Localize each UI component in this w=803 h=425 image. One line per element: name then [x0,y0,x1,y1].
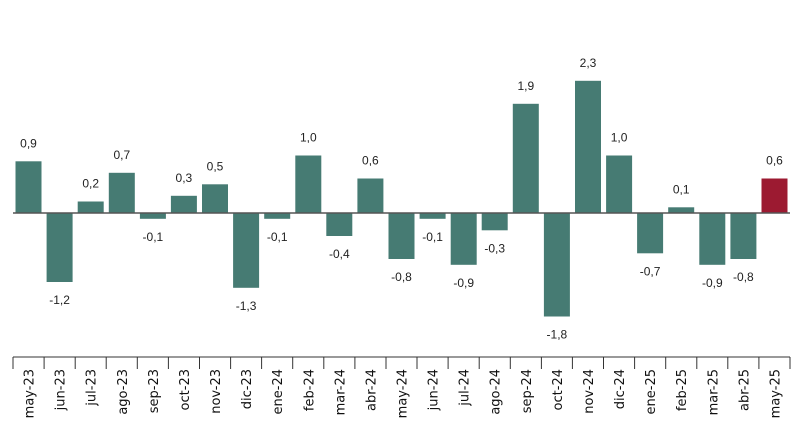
value-label-oct-24: -1,8 [547,328,568,342]
value-label-oct-23: 0,3 [176,171,193,185]
value-label-jul-23: 0,2 [82,177,99,191]
value-label-mar-24: -0,4 [329,247,350,261]
tick-label-ene-25: ene-25 [644,369,659,414]
bar-jul-24 [450,213,477,265]
value-label-may-25: 0,6 [766,154,783,168]
bar-feb-25 [668,207,695,214]
value-labels-group: 0,9 -1,2 0,2 0,7 -0,1 0,3 0,5 -1,3 -0,1 1,0 -0,4 0,… [20,56,783,342]
bar-ene-25 [637,213,664,254]
bar-sep-23 [139,213,166,219]
bar-jul-23 [77,201,104,213]
x-axis-tick-labels-group: may-23 jun-23 jul-23 ago-23 sep-23 oct-23 nov-… [23,369,784,418]
tick-label-abr-25: abr-25 [737,369,752,411]
bar-jun-24 [419,213,446,219]
bar-may-24 [388,213,415,259]
tick-label-sep-24: sep-24 [520,369,535,413]
bar-feb-24 [295,155,322,213]
bar-oct-23 [170,195,197,214]
tick-label-nov-23: nov-23 [209,369,224,414]
value-label-may-24: -0,8 [391,270,412,284]
value-label-dic-23: -1,3 [236,299,257,313]
value-label-abr-24: 0,6 [362,154,379,168]
value-label-sep-23: -0,1 [143,230,164,244]
tick-label-ene-24: ene-24 [271,369,286,414]
bar-nov-24 [575,80,601,214]
tick-label-ago-24: ago-24 [489,369,504,415]
value-label-jun-24: -0,1 [422,230,443,244]
tick-label-jun-23: jun-23 [54,369,69,411]
bar-mar-25 [699,213,726,265]
value-label-abr-25: -0,8 [733,270,754,284]
tick-label-oct-23: oct-23 [178,369,193,410]
bar-sep-24 [512,103,539,214]
bar-abr-25 [730,213,757,259]
tick-label-mar-25: mar-25 [706,369,721,415]
bar-nov-23 [202,184,228,214]
value-label-nov-23: 0,5 [207,159,224,173]
tick-label-jul-23: jul-23 [85,369,100,407]
tick-label-ago-23: ago-23 [116,369,131,415]
bar-oct-24 [543,213,570,317]
bar-ago-23 [108,172,135,214]
value-label-ago-24: -0,3 [484,241,505,255]
bar-jun-23 [46,213,73,282]
tick-label-abr-24: abr-24 [364,369,379,411]
tick-label-feb-25: feb-25 [675,369,690,411]
value-label-may-23: 0,9 [20,136,37,150]
value-label-jun-23: -1,2 [49,293,70,307]
tick-label-oct-24: oct-24 [551,369,566,410]
tick-label-sep-23: sep-23 [147,369,162,413]
x-axis-ticks-group [12,357,791,369]
value-label-nov-24: 2,3 [580,56,597,70]
value-label-feb-25: 0,1 [673,182,690,196]
tick-label-mar-24: mar-24 [333,369,348,415]
value-label-ene-25: -0,7 [640,264,661,278]
tick-label-feb-24: feb-24 [302,369,317,411]
bar-ago-24 [481,213,508,231]
tick-label-nov-24: nov-24 [582,369,597,414]
value-label-sep-24: 1,9 [517,79,534,93]
bar-dic-24 [606,155,633,213]
tick-label-may-23: may-23 [23,369,38,418]
tick-label-may-24: may-24 [396,369,411,418]
tick-label-dic-24: dic-24 [613,369,628,409]
bar-abr-24 [357,178,384,213]
bar-dic-23 [233,213,260,288]
value-label-ago-23: 0,7 [113,148,130,162]
value-label-jul-24: -0,9 [453,276,474,290]
bar-may-23 [15,161,42,214]
value-label-mar-25: -0,9 [702,276,723,290]
bars-group [15,80,788,317]
bar-mar-24 [326,213,353,236]
value-label-ene-24: -0,1 [267,230,288,244]
bar-ene-24 [264,213,291,219]
value-label-feb-24: 1,0 [300,131,317,145]
tick-label-dic-23: dic-23 [240,369,255,409]
bar-may-25 [761,178,788,213]
value-label-dic-24: 1,0 [611,131,628,145]
tick-label-may-25: may-25 [769,369,784,418]
tick-label-jul-24: jul-24 [458,369,473,407]
tick-label-jun-24: jun-24 [427,369,442,411]
